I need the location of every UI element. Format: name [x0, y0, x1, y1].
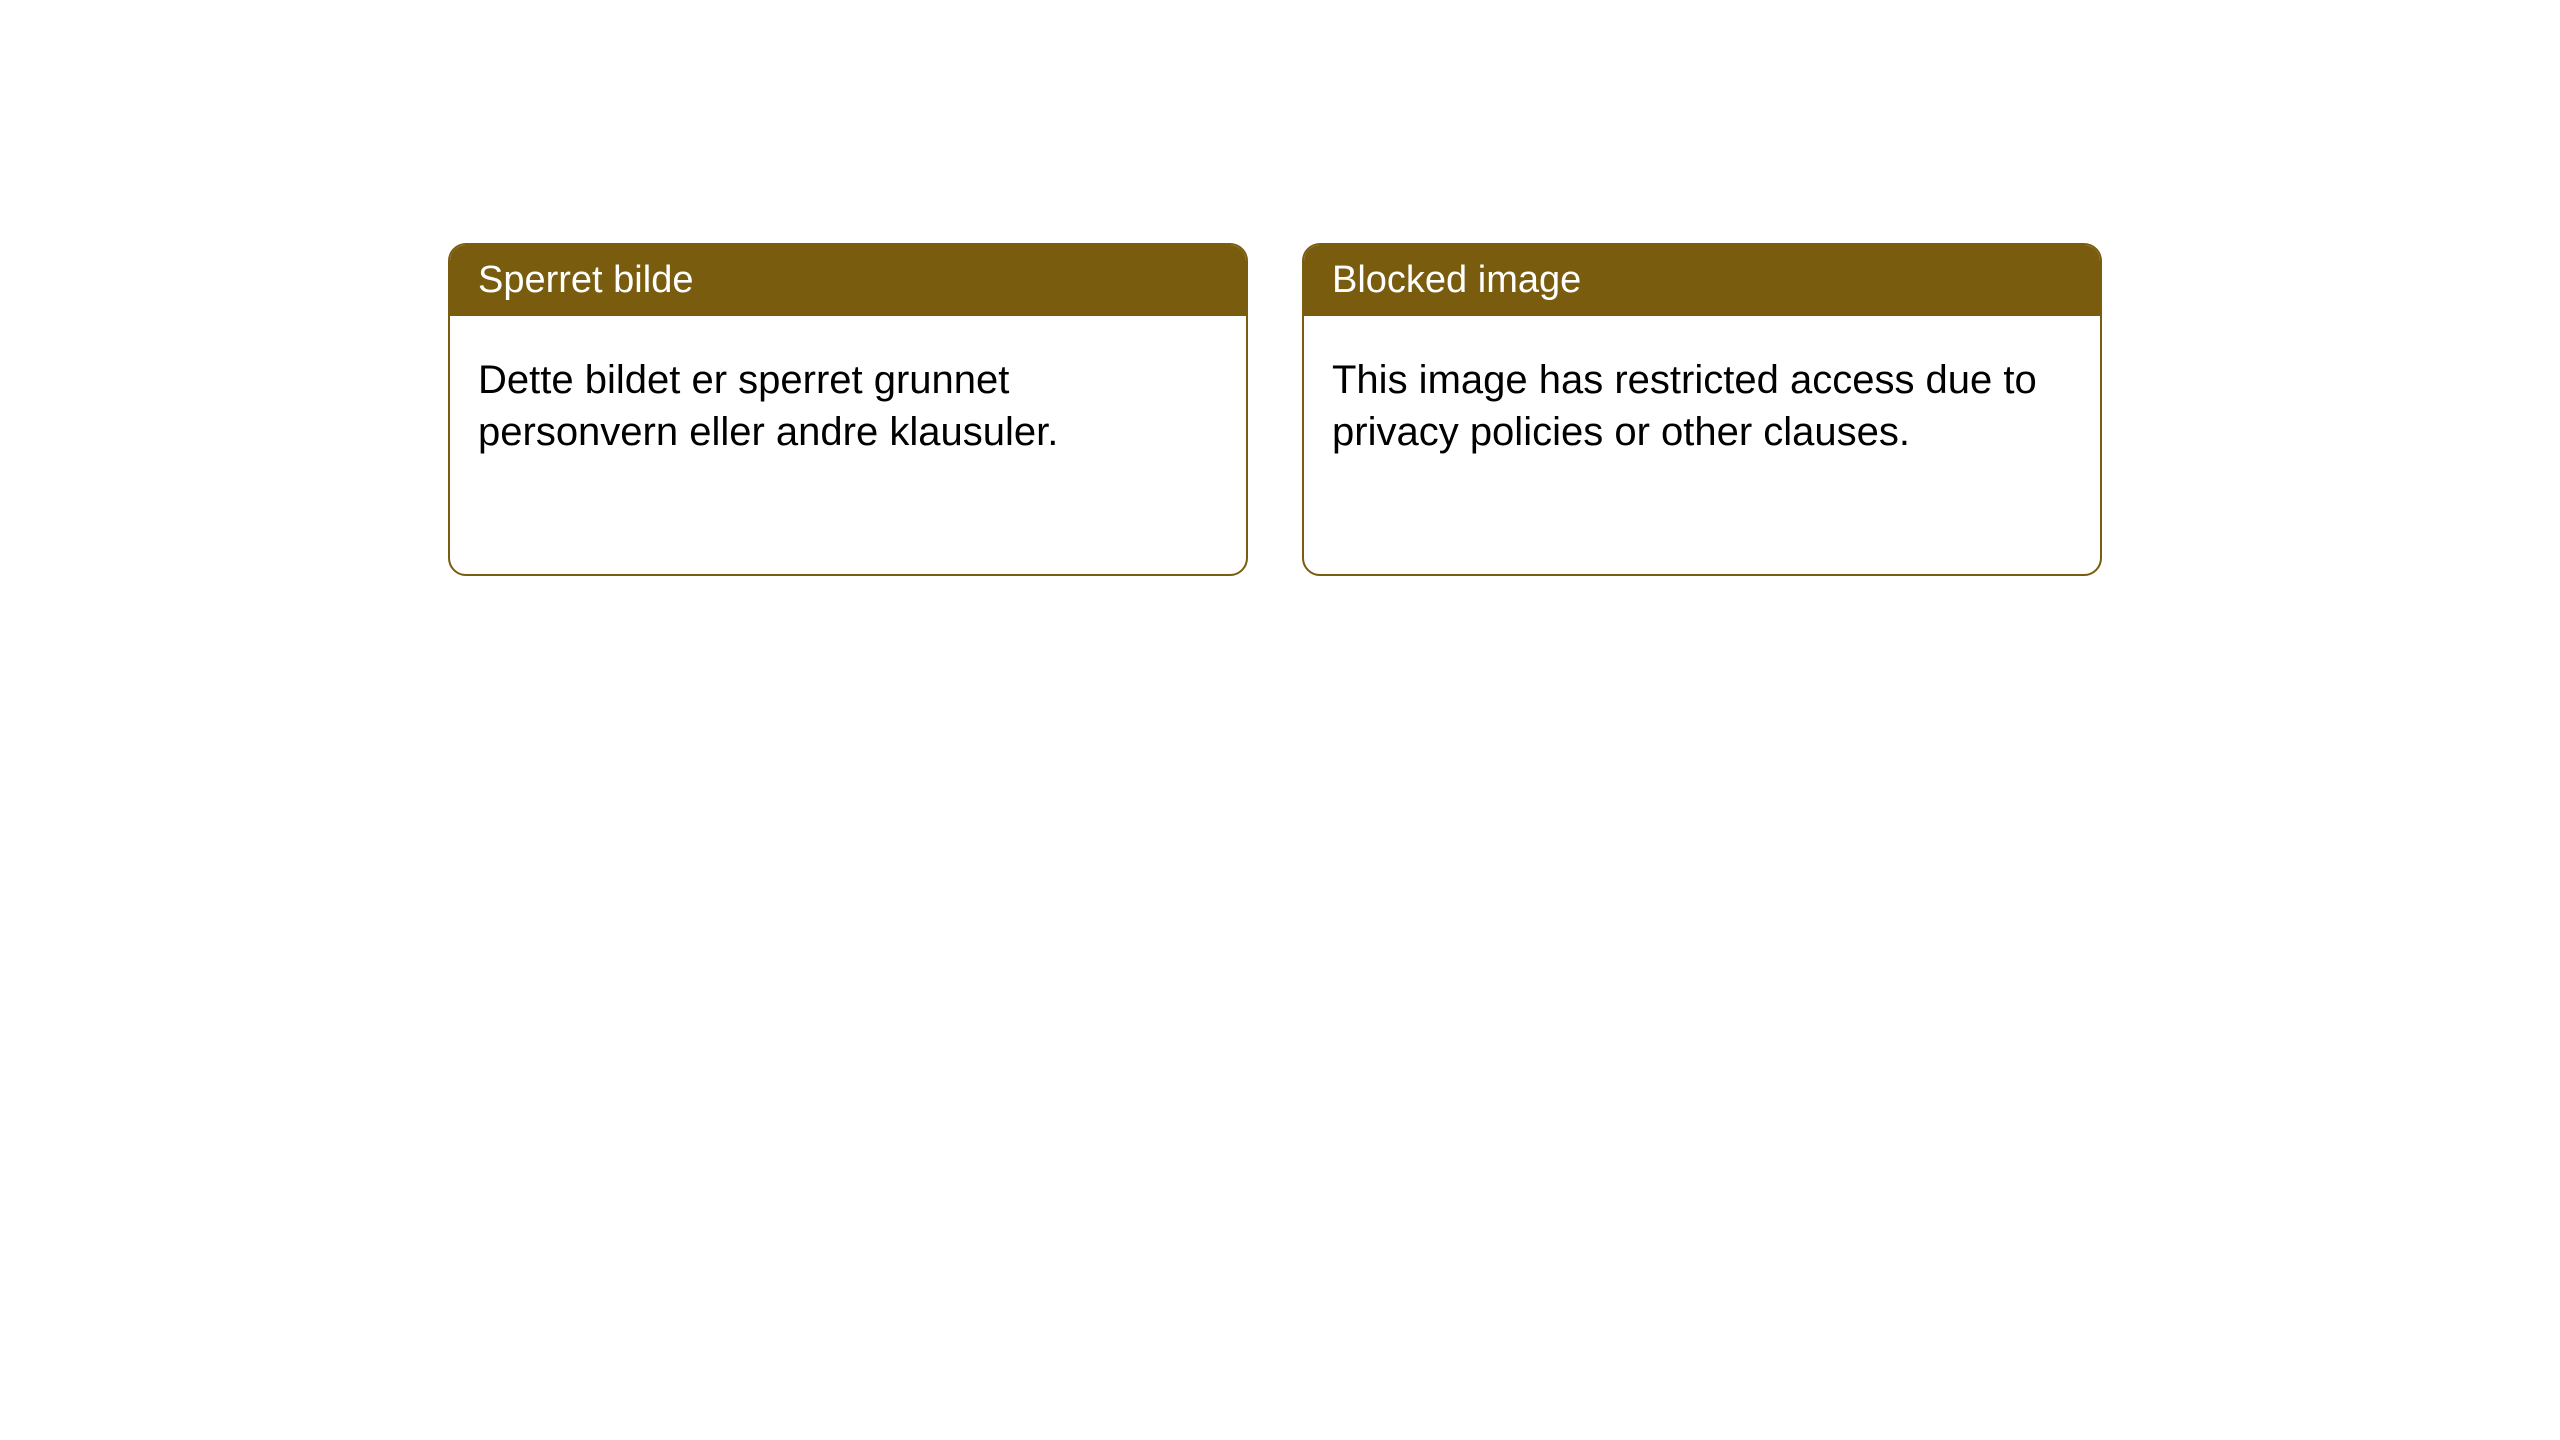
notice-body-english: This image has restricted access due to … [1304, 316, 2100, 496]
notice-text-english: This image has restricted access due to … [1332, 358, 2037, 454]
notice-card-english: Blocked image This image has restricted … [1302, 243, 2102, 576]
notice-header-norwegian: Sperret bilde [450, 245, 1246, 316]
notice-title-english: Blocked image [1332, 259, 1581, 301]
notice-card-norwegian: Sperret bilde Dette bildet er sperret gr… [448, 243, 1248, 576]
notice-header-english: Blocked image [1304, 245, 2100, 316]
notice-body-norwegian: Dette bildet er sperret grunnet personve… [450, 316, 1246, 496]
notice-container: Sperret bilde Dette bildet er sperret gr… [448, 243, 2102, 576]
notice-text-norwegian: Dette bildet er sperret grunnet personve… [478, 358, 1058, 454]
notice-title-norwegian: Sperret bilde [478, 259, 693, 301]
